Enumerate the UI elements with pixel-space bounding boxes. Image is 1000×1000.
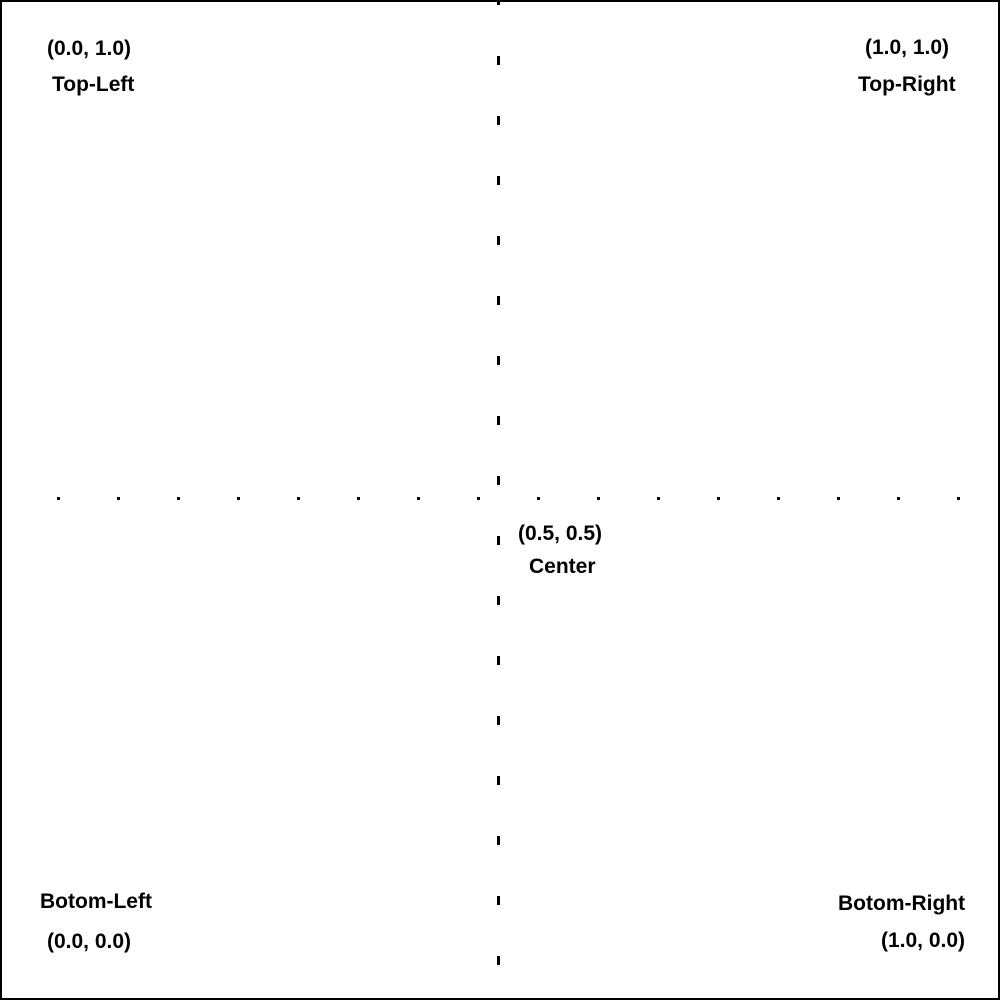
horizontal-guide-dash xyxy=(417,497,420,500)
center-label: Center xyxy=(529,555,596,578)
horizontal-guide-dash xyxy=(957,497,960,500)
vertical-guide-dash xyxy=(497,896,500,905)
vertical-guide-dash xyxy=(497,656,500,665)
horizontal-guide-dash xyxy=(357,497,360,500)
vertical-guide-dash xyxy=(497,176,500,185)
horizontal-guide-dash xyxy=(297,497,300,500)
top-right-label: Top-Right xyxy=(858,73,956,96)
vertical-guide-dash xyxy=(497,536,500,545)
top-right-coordinate: (1.0, 1.0) xyxy=(865,36,950,59)
horizontal-guide-dash xyxy=(177,497,180,500)
horizontal-guide-dash xyxy=(597,497,600,500)
vertical-guide-dash xyxy=(497,236,500,245)
center-coordinate: (0.5, 0.5) xyxy=(518,522,603,545)
vertical-guide-dash xyxy=(497,596,500,605)
vertical-guide-dash xyxy=(497,0,500,5)
horizontal-guide-dash xyxy=(117,497,120,500)
horizontal-guide-dash xyxy=(237,497,240,500)
vertical-guide-dash xyxy=(497,116,500,125)
top-left-coordinate: (0.0, 1.0) xyxy=(47,37,132,60)
horizontal-guide-dash xyxy=(657,497,660,500)
horizontal-guide-dash xyxy=(57,497,60,500)
top-left-label: Top-Left xyxy=(52,73,135,96)
vertical-guide-dash xyxy=(497,416,500,425)
vertical-guide-dash xyxy=(497,296,500,305)
vertical-guide-dash xyxy=(497,356,500,365)
bottom-left-coordinate: (0.0, 0.0) xyxy=(47,930,132,953)
horizontal-guide-dash xyxy=(837,497,840,500)
horizontal-guide-dash xyxy=(777,497,780,500)
horizontal-guide-dash xyxy=(537,497,540,500)
vertical-guide-dash xyxy=(497,956,500,965)
vertical-guide-dash xyxy=(497,56,500,65)
horizontal-guide-dash xyxy=(477,497,480,500)
vertical-guide-dash xyxy=(497,476,500,485)
horizontal-guide-dash xyxy=(717,497,720,500)
vertical-guide-dash xyxy=(497,836,500,845)
vertical-guide-dash xyxy=(497,776,500,785)
bottom-right-coordinate: (1.0, 0.0) xyxy=(881,929,966,952)
bottom-right-label: Botom-Right xyxy=(838,892,966,915)
bottom-left-label: Botom-Left xyxy=(40,890,152,913)
vertical-guide-dash xyxy=(497,716,500,725)
horizontal-guide-dash xyxy=(897,497,900,500)
